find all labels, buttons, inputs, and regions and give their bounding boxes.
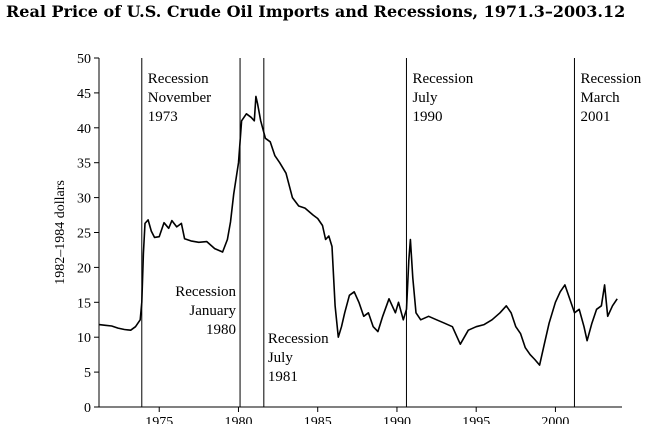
y-tick-label: 0 [84, 401, 91, 416]
y-tick-label: 50 [77, 52, 91, 67]
y-tick-label: 5 [84, 366, 91, 381]
recession-label-line: July [268, 350, 294, 366]
recession-label-line: 2001 [580, 109, 610, 125]
y-tick-label: 20 [77, 261, 91, 276]
x-tick-label: 2000 [541, 415, 569, 424]
recession-label-line: Recession [148, 71, 209, 87]
recession-label-line: March [580, 90, 620, 106]
y-tick-label: 15 [77, 296, 91, 311]
recession-label: Recession March 2001 [580, 71, 641, 125]
recession-label: Recession November 1973 [148, 71, 211, 125]
recession-label-line: July [412, 90, 438, 106]
y-axis-label: 1982–1984 dollars [53, 180, 68, 285]
recession-label: Recession July 1990 [412, 71, 473, 125]
recession-label-line: Recession [412, 71, 473, 87]
x-tick-label: 1980 [224, 415, 252, 424]
chart-title: Real Price of U.S. Crude Oil Imports and… [6, 2, 626, 21]
recession-label-line: Recession [175, 284, 236, 300]
y-tick-label: 10 [77, 331, 91, 346]
y-tick-label: 30 [77, 192, 91, 207]
recession-label-line: 1990 [412, 109, 442, 125]
y-tick-label: 25 [77, 227, 91, 242]
x-tick-label: 1995 [462, 415, 490, 424]
price-series-line [98, 95, 618, 366]
x-tick-label: 1985 [304, 415, 332, 424]
x-tick-label: 1990 [383, 415, 411, 424]
y-tick-label: 35 [77, 157, 91, 172]
recession-label-line: Recession [268, 331, 329, 347]
recession-label-line: January [189, 303, 236, 319]
recession-label: Recession July 1981 [268, 331, 329, 385]
recession-label-line: 1981 [268, 369, 298, 385]
y-tick-label: 45 [77, 87, 91, 102]
recession-label-line: Recession [580, 71, 641, 87]
recession-label-line: 1980 [206, 322, 236, 338]
recession-label-line: 1973 [148, 109, 178, 125]
recession-label-line: November [148, 90, 211, 106]
x-tick-label: 1975 [145, 415, 173, 424]
recession-label: Recession January 1980 [175, 284, 236, 338]
y-tick-label: 40 [77, 122, 91, 137]
